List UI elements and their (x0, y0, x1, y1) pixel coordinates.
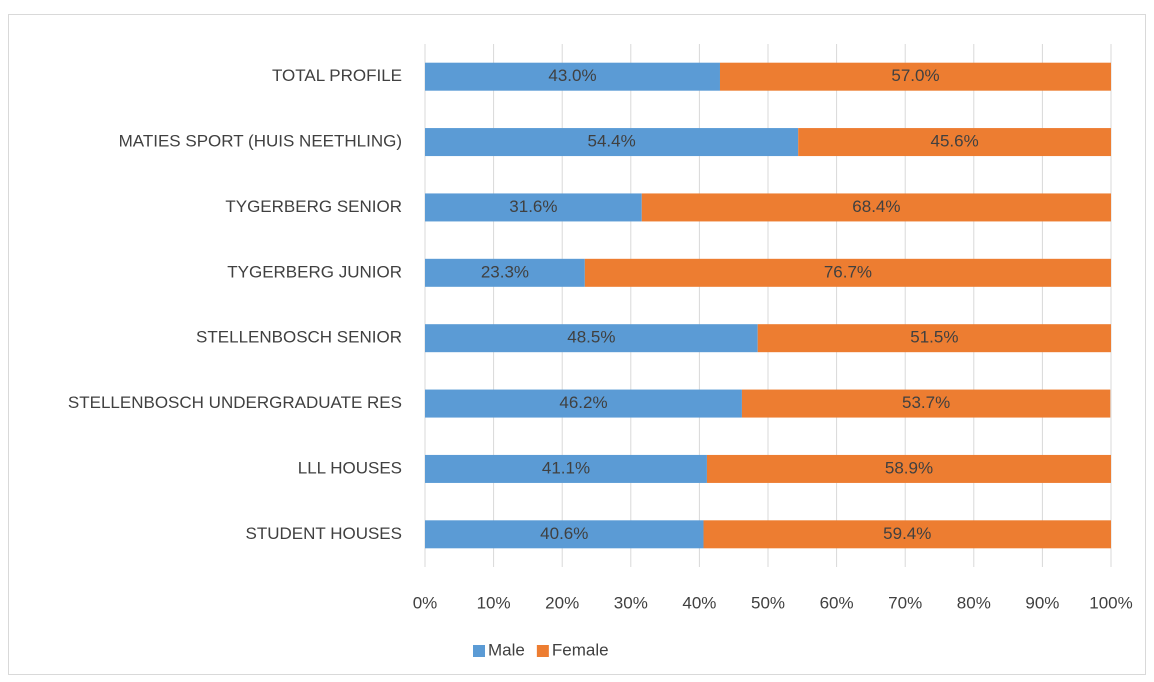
data-label: 51.5% (910, 328, 958, 347)
bar-segment (425, 324, 758, 353)
x-tick-label: 100% (1089, 593, 1132, 612)
bar-segment (425, 454, 707, 483)
data-label: 41.1% (542, 458, 590, 477)
x-tick-label: 60% (820, 593, 854, 612)
y-tick-label: TYGERBERG SENIOR (225, 197, 402, 216)
bar-segment (706, 454, 1111, 483)
bar-segment (425, 520, 704, 549)
bar-segment (719, 62, 1111, 91)
bar-segment (425, 389, 742, 418)
data-label: 53.7% (902, 393, 950, 412)
x-tick-label: 30% (614, 593, 648, 612)
data-label: 58.9% (885, 458, 933, 477)
data-label: 43.0% (548, 66, 596, 85)
y-tick-label: LLL HOUSES (298, 458, 402, 477)
data-label: 31.6% (509, 197, 557, 216)
data-label: 76.7% (824, 262, 872, 281)
y-tick-label: MATIES SPORT (HUIS NEETHLING) (119, 132, 402, 151)
bar-segment (741, 389, 1111, 418)
data-label: 68.4% (852, 197, 900, 216)
bar-segment (641, 193, 1111, 222)
y-tick-label: TYGERBERG JUNIOR (227, 262, 402, 281)
data-label: 40.6% (540, 524, 588, 543)
x-tick-label: 50% (751, 593, 785, 612)
legend-swatch (536, 645, 549, 657)
data-label: 23.3% (481, 262, 529, 281)
legend-label: Female (552, 640, 609, 659)
x-tick-label: 10% (477, 593, 511, 612)
x-tick-label: 40% (682, 593, 716, 612)
bar-segment (703, 520, 1111, 549)
y-tick-label: STUDENT HOUSES (246, 524, 403, 543)
bar-segment (798, 128, 1111, 157)
bar-segment (425, 193, 642, 222)
x-tick-label: 80% (957, 593, 991, 612)
data-label: 45.6% (930, 132, 978, 151)
data-label: 57.0% (891, 66, 939, 85)
bar-segment (425, 128, 799, 157)
x-tick-label: 90% (1025, 593, 1059, 612)
bar-segment (584, 258, 1111, 287)
bar-segment (425, 62, 720, 91)
bar-segment (757, 324, 1111, 353)
data-label: 48.5% (567, 328, 615, 347)
data-label: 46.2% (559, 393, 607, 412)
data-label: 54.4% (587, 132, 635, 151)
data-label: 59.4% (883, 524, 931, 543)
legend-swatch (473, 645, 485, 657)
x-tick-label: 0% (413, 593, 438, 612)
y-tick-label: TOTAL PROFILE (272, 66, 402, 85)
bar-segment (425, 258, 585, 287)
y-tick-label: STELLENBOSCH UNDERGRADUATE RES (68, 393, 402, 412)
y-tick-label: STELLENBOSCH SENIOR (196, 328, 402, 347)
x-tick-label: 70% (888, 593, 922, 612)
legend-label: Male (488, 640, 525, 659)
x-tick-label: 20% (545, 593, 579, 612)
